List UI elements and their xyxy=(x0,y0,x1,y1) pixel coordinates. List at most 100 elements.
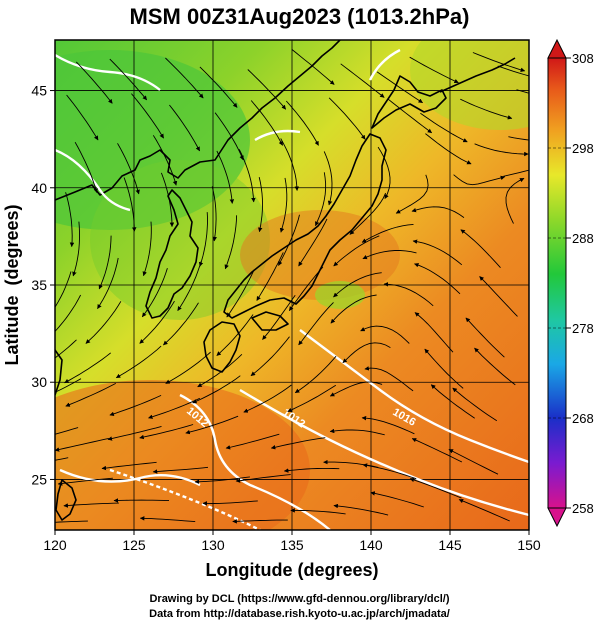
streamline xyxy=(85,301,122,344)
colorbar-tick-label: 278 xyxy=(572,321,594,336)
streamline xyxy=(258,177,263,233)
streamline xyxy=(139,300,175,344)
streamline xyxy=(414,312,454,353)
streamline xyxy=(65,192,75,248)
streamline xyxy=(516,89,529,94)
streamline xyxy=(472,52,526,72)
streamline xyxy=(409,477,462,499)
streamline xyxy=(376,71,423,104)
streamline xyxy=(226,269,255,318)
streamline xyxy=(214,112,244,161)
isobars xyxy=(55,48,529,530)
streamline xyxy=(411,206,465,218)
streamline xyxy=(194,476,250,485)
streamline xyxy=(425,133,472,165)
streamline xyxy=(448,449,499,475)
streamline xyxy=(340,63,385,98)
streamline xyxy=(250,100,283,146)
streamline xyxy=(74,141,98,194)
streamline xyxy=(333,272,382,298)
streamline xyxy=(329,428,385,436)
streamline xyxy=(117,143,140,195)
colorbar-ticks: 258 268 278 288 298 308 xyxy=(548,51,594,516)
colorbar-top-arrow xyxy=(547,38,567,59)
streamline xyxy=(211,186,218,242)
streamline xyxy=(165,351,211,384)
streamline xyxy=(362,463,417,480)
streamline xyxy=(72,221,80,277)
streamline xyxy=(64,352,111,384)
streamline xyxy=(278,214,300,266)
streamline xyxy=(97,257,119,309)
streamline xyxy=(250,336,290,377)
streamline xyxy=(192,375,241,404)
streamline xyxy=(452,387,498,422)
streamline xyxy=(163,302,199,346)
streamline xyxy=(141,268,168,318)
drawing-credit: Drawing by DCL (https://www.gfd-dennou.o… xyxy=(149,593,450,605)
streamline xyxy=(333,503,389,516)
streamline xyxy=(185,415,239,435)
streamline xyxy=(291,49,335,85)
streamline xyxy=(298,302,334,346)
streamline xyxy=(288,266,324,311)
y-tick-label: 30 xyxy=(31,374,47,390)
streamline xyxy=(479,276,518,317)
isobar-1012-west xyxy=(179,393,331,530)
isobar-1016 xyxy=(299,329,529,464)
streamline xyxy=(75,61,113,104)
streamline xyxy=(420,112,468,143)
streamline xyxy=(290,508,346,515)
streamline xyxy=(55,271,72,308)
streamline xyxy=(63,502,119,508)
streamline xyxy=(377,146,391,200)
streamline xyxy=(508,136,529,141)
streamline xyxy=(362,250,417,260)
streamline xyxy=(424,348,464,389)
streamline xyxy=(169,104,200,152)
streamline xyxy=(412,239,463,266)
streamline xyxy=(294,355,337,394)
y-tick-label: 35 xyxy=(31,277,47,293)
streamline xyxy=(298,218,328,267)
streamline xyxy=(123,177,137,232)
streamline xyxy=(57,477,113,486)
streamline xyxy=(395,174,429,214)
streamline xyxy=(55,520,88,523)
streamline xyxy=(55,457,69,461)
x-tick-label: 150 xyxy=(517,537,541,553)
streamline xyxy=(165,57,204,99)
streamline xyxy=(235,474,291,483)
y-tick-label: 45 xyxy=(31,83,47,99)
colorbar-bottom-arrow xyxy=(547,507,567,528)
streamline xyxy=(152,466,209,474)
streamline xyxy=(113,498,170,503)
streamline xyxy=(270,437,326,450)
streamline xyxy=(330,294,377,324)
streamline xyxy=(198,212,208,267)
y-tick-label: 40 xyxy=(31,180,47,196)
streamline xyxy=(329,381,383,397)
streamline xyxy=(238,149,256,203)
streamline xyxy=(131,93,164,139)
streamline xyxy=(199,66,238,108)
streamline xyxy=(202,500,258,506)
streamline xyxy=(197,353,243,388)
streamline xyxy=(98,235,112,290)
streamline xyxy=(453,174,506,186)
streamline xyxy=(109,394,162,416)
streamline xyxy=(315,172,327,227)
streamline xyxy=(364,366,414,392)
x-axis-ticks: 120 125 130 135 140 145 150 xyxy=(43,530,541,553)
streamline xyxy=(458,498,510,522)
streamline xyxy=(142,221,152,277)
streamline xyxy=(430,384,475,419)
x-tick-label: 130 xyxy=(201,537,225,553)
streamline xyxy=(474,347,516,386)
x-tick-label: 145 xyxy=(438,537,462,553)
streamline xyxy=(139,516,196,523)
streamline xyxy=(383,282,434,307)
streamline xyxy=(342,342,391,364)
streamline xyxy=(262,295,296,340)
streamline xyxy=(224,215,238,270)
